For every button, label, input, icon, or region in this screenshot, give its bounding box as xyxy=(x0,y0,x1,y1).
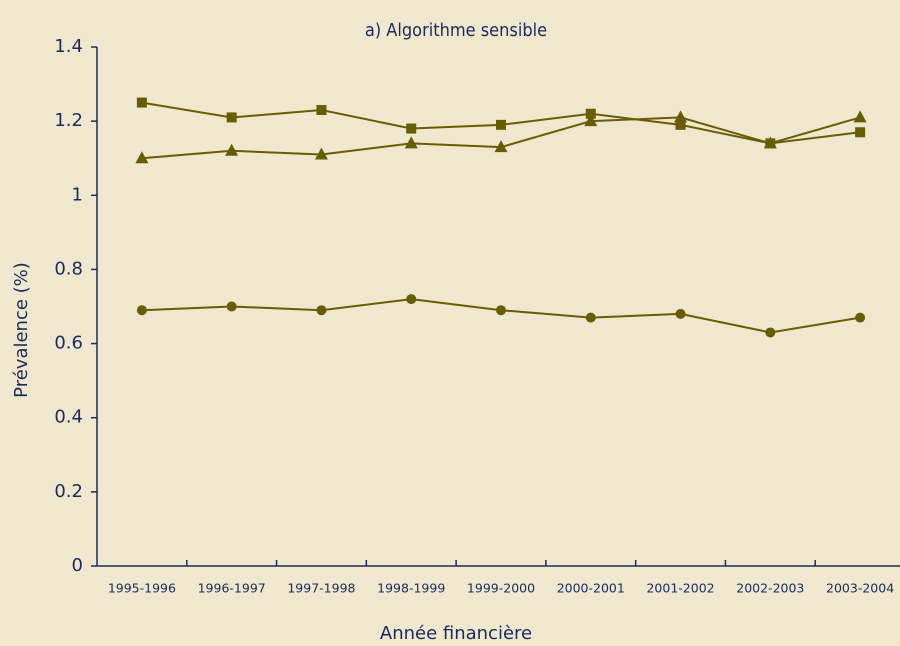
marker xyxy=(585,312,596,323)
y-tick-label: 0.2 xyxy=(54,481,83,502)
y-tick-label: 1.2 xyxy=(54,110,83,131)
marker xyxy=(763,136,777,149)
y-tick-label: 0.4 xyxy=(54,407,83,428)
x-axis-label: Année financière xyxy=(380,623,532,644)
marker xyxy=(855,127,866,138)
marker xyxy=(135,151,149,164)
y-tick-label: 0.6 xyxy=(54,333,83,354)
y-tick-label: 0.8 xyxy=(54,258,83,279)
y-tick-label: 1 xyxy=(72,184,83,205)
marker xyxy=(226,112,237,123)
marker xyxy=(316,305,327,316)
x-tick-label: 2002-2003 xyxy=(736,581,804,596)
x-tick-label: 2001-2002 xyxy=(646,581,714,596)
chart-title: a) Algorithme sensible xyxy=(365,20,547,41)
marker xyxy=(136,97,147,108)
marker xyxy=(585,108,596,119)
x-tick-label: 1999-2000 xyxy=(467,581,535,596)
marker xyxy=(853,110,867,123)
marker xyxy=(314,147,328,160)
x-tick-label: 1998-1999 xyxy=(377,581,445,596)
marker xyxy=(225,143,239,156)
marker xyxy=(496,119,506,130)
x-tick-label: 1995-1996 xyxy=(108,581,176,596)
x-tick-label: 2003-2004 xyxy=(826,581,894,596)
marker xyxy=(404,136,418,149)
marker xyxy=(496,305,506,316)
marker xyxy=(226,301,237,312)
marker xyxy=(406,294,417,305)
marker xyxy=(855,312,866,323)
y-tick-label: 1.4 xyxy=(54,36,83,57)
x-tick-label: 1996-1997 xyxy=(198,581,266,596)
marker xyxy=(136,305,147,316)
marker xyxy=(675,119,686,130)
marker xyxy=(674,110,688,123)
marker xyxy=(584,114,598,127)
marker xyxy=(406,123,417,134)
x-tick-label: 1997-1998 xyxy=(287,581,355,596)
marker xyxy=(494,140,508,153)
y-tick-label: 0 xyxy=(72,555,83,576)
marker xyxy=(765,327,776,338)
marker xyxy=(316,105,327,116)
marker xyxy=(675,308,686,319)
y-axis-label: Prévalence (%) xyxy=(11,262,32,398)
x-tick-label: 2000-2001 xyxy=(557,581,625,596)
